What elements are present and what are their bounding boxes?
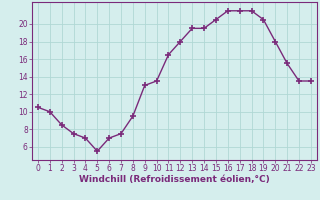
X-axis label: Windchill (Refroidissement éolien,°C): Windchill (Refroidissement éolien,°C) <box>79 175 270 184</box>
